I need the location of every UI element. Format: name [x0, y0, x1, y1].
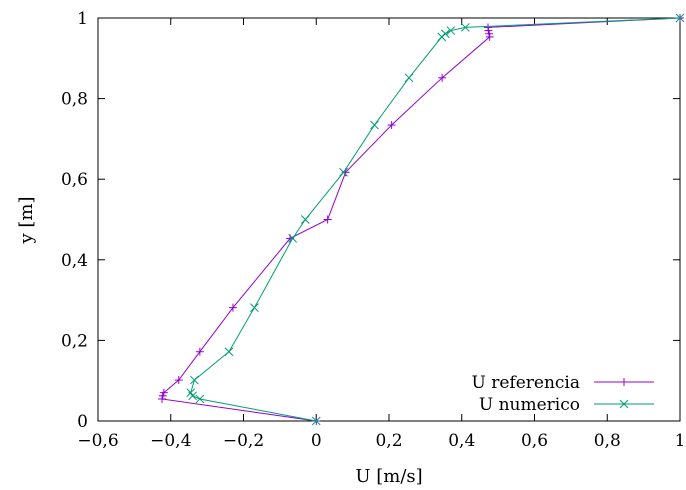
data-point	[323, 215, 332, 224]
data-point	[461, 23, 470, 32]
x-axis-label: U [m/s]	[355, 466, 422, 487]
data-point	[228, 303, 237, 312]
data-point	[190, 375, 199, 385]
data-point	[159, 388, 168, 397]
data-point	[446, 26, 456, 35]
data-point	[404, 73, 414, 83]
data-point	[250, 303, 259, 312]
legend-label: U numerico	[479, 395, 580, 415]
series-line	[190, 17, 681, 422]
x-tick-label: 0,8	[594, 431, 621, 451]
x-tick-label: 1	[675, 431, 686, 451]
series-u-referencia	[158, 14, 684, 425]
y-tick-label: 0,6	[61, 170, 88, 190]
series-u-numerico	[186, 13, 685, 426]
data-point	[339, 167, 348, 177]
data-point	[288, 234, 297, 243]
x-tick-label: −0,6	[77, 431, 118, 451]
data-point	[195, 347, 204, 356]
data-point	[195, 394, 205, 404]
x-tick-label: 0,4	[448, 431, 475, 451]
data-point	[441, 29, 450, 39]
plot-area: −0,6 −0,4 −0,2 0 0,2 0,4 0,6 0,8 1 0 0,2 0,4 0,6 0,8…	[61, 9, 685, 451]
x-tick-label: −0,2	[223, 431, 264, 451]
data-point	[224, 347, 234, 357]
y-tick-label: 0,4	[61, 251, 88, 271]
data-point	[438, 73, 447, 82]
legend-marker	[620, 378, 628, 386]
data-point	[484, 23, 493, 32]
y-tick-label: 0	[77, 412, 88, 432]
x-tick-label: −0,4	[150, 431, 191, 451]
data-point	[485, 29, 494, 38]
data-point	[174, 376, 183, 385]
series-line	[161, 17, 681, 422]
x-tick-label: 0,6	[521, 431, 548, 451]
x-tick-label: 0	[311, 431, 322, 451]
data-point	[186, 388, 196, 398]
y-tick-label: 0,8	[61, 90, 88, 110]
legend-marker	[619, 399, 629, 409]
x-axis-ticks: −0,6 −0,4 −0,2 0 0,2 0,4 0,6 0,8 1	[77, 18, 685, 451]
data-point	[370, 120, 379, 130]
plot-frame	[97, 17, 681, 422]
data-point	[311, 416, 321, 426]
x-tick-label: 0,2	[375, 431, 402, 451]
y-tick-label: 0,2	[61, 331, 88, 351]
legend-label: U referencia	[472, 373, 581, 393]
data-point	[300, 215, 310, 224]
data-point	[387, 121, 396, 130]
y-axis-ticks: 0 0,2 0,4 0,6 0,8 1	[61, 9, 680, 432]
data-point	[675, 13, 685, 23]
series-layer	[158, 13, 685, 426]
y-axis-label: y [m]	[16, 196, 37, 244]
y-tick-label: 1	[77, 9, 88, 29]
